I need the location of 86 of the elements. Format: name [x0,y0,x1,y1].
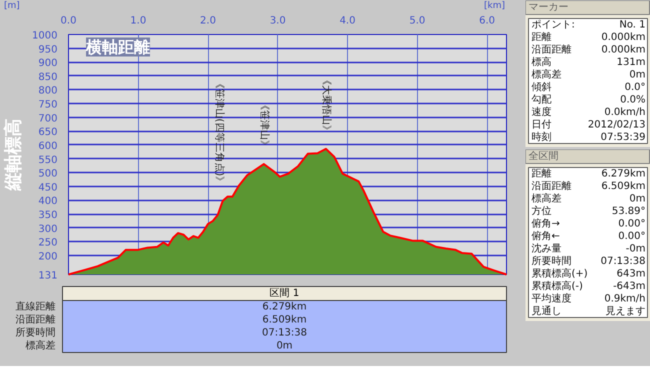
text: 累積標高(-) [532,280,584,292]
text: 標高差 [26,340,56,352]
text: No. 1 [619,19,646,30]
y-tick-label: 700 [38,113,58,124]
text: 0.000km [601,44,646,56]
text: 0.00° [618,218,646,230]
text: 傾斜 [532,80,552,93]
text: 0.0° [624,82,646,93]
text: 直線距離 [16,300,56,312]
annotation: 《大乗悟山》 [320,74,332,135]
text: 沿面距離 [532,43,572,56]
text: 区間 1 [270,288,300,299]
text: 643m [616,268,646,280]
y-tick-label: 200 [38,251,58,262]
x-tick-label: 1.0 [130,16,146,26]
y-tick-label: 300 [38,224,58,235]
text: 勾配 [532,93,552,106]
text: 累積標高(+) [532,267,588,280]
text: 0m [629,193,646,204]
text: 2012/02/13 [588,119,646,130]
annotation: 《笹津山(四等三角点)》 [214,78,226,186]
x-tick-label: 2.0 [200,16,216,26]
y-tick-label: 950 [38,44,58,56]
text: 距離 [532,167,552,180]
text: 沿面距離 [16,314,56,326]
text: 所要時間 [532,254,572,267]
text: 07:53:39 [600,132,646,143]
y-tick-label: 1000 [32,30,58,42]
text: 標高 [532,56,552,68]
text: 距離 [532,30,552,43]
y-tick-label: 450 [38,182,58,194]
text: 見えます [606,306,646,317]
y-tick-label: 500 [38,168,58,180]
text: マーカー [528,2,568,13]
text: ポイント: [532,19,575,30]
text: 6.279km [262,302,307,312]
x-tick-label: 5.0 [409,16,426,26]
y-tick-label: 400 [38,196,58,208]
text: 俯角→ [532,217,560,230]
y-tick-label: 900 [38,58,58,70]
y-tick-label: 131 [38,270,58,282]
text: [km] [484,0,506,12]
text: 標高差 [532,192,562,204]
text: 速度 [532,106,552,118]
text: 平均速度 [532,292,572,304]
text: 0.0% [620,94,646,106]
text: 時刻 [532,130,552,143]
text: 07:13:38 [600,256,646,267]
text: 0.000km [601,32,646,43]
text: 見通し [532,304,562,317]
text: 俯角← [532,230,560,242]
text: 0.9km/h [604,293,646,304]
text: 全区間 [528,150,558,162]
y-tick-label: 550 [38,154,58,166]
text: 沈み量 [532,242,562,254]
text: 0m [629,69,646,80]
y-tick-label: 850 [38,72,58,83]
y-tick-label: 250 [38,238,58,249]
text: 131m [616,56,646,68]
y-tick-label: 800 [38,86,58,97]
x-axis-title: 横軸距離 [85,38,150,56]
y-tick-label: 600 [38,140,58,152]
text: 日付 [532,119,552,130]
text: 07:13:38 [262,328,307,338]
text: 0m [276,340,293,352]
text: 所要時間 [16,326,56,338]
text: 6.509km [601,180,646,192]
x-tick-label: 3.0 [270,16,286,26]
text: 0.00° [618,230,646,242]
text: 6.509km [262,314,307,326]
text: 6.279km [601,168,646,180]
x-tick-label: 6.0 [479,16,495,26]
text: 標高差 [532,68,562,80]
y-tick-label: 350 [38,210,58,222]
x-tick-label: 0.0 [60,16,76,26]
y-tick-label: 750 [38,100,58,111]
x-tick-label: 4.0 [340,16,356,26]
annotation: 《笹津山》 [258,100,270,150]
text: 53.89° [612,206,646,217]
text: -0m [626,243,646,254]
y-tick-label: 650 [38,127,58,138]
text: 0.0km/h [604,106,646,118]
text: 方位 [532,204,552,217]
text: 沿面距離 [532,180,572,192]
text: -643m [613,280,646,292]
text: [m] [4,0,20,12]
